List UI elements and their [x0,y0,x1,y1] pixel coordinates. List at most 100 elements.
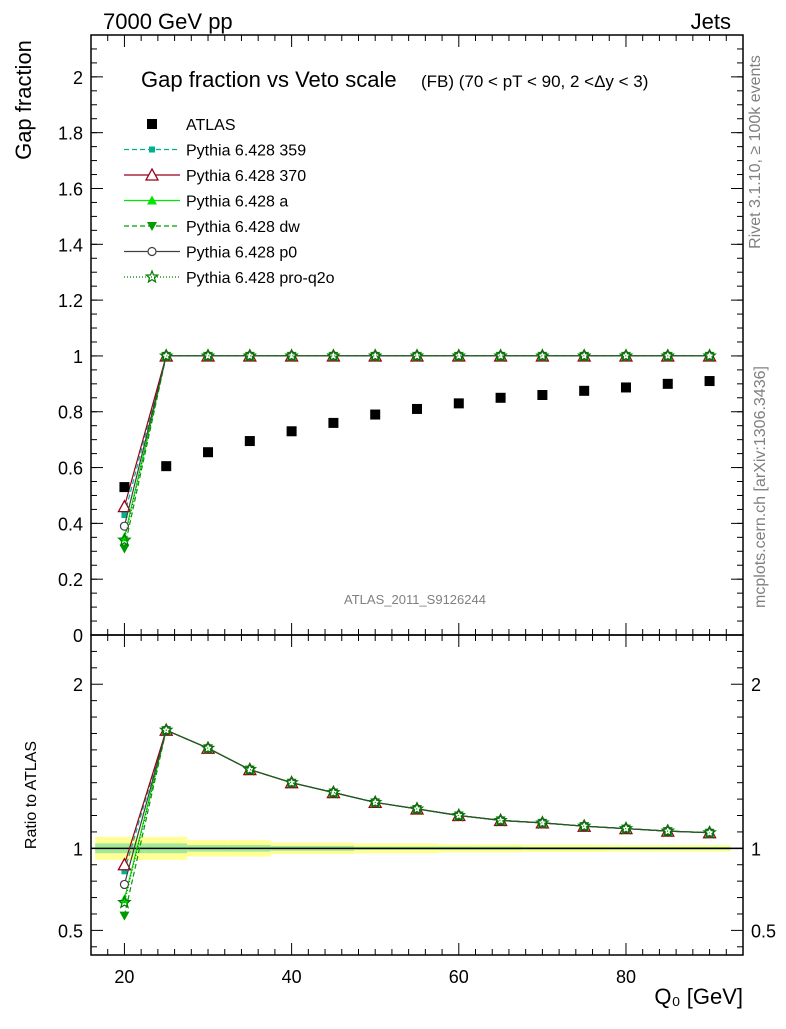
atlas-point [412,403,422,414]
atlas-point [286,426,297,437]
ratio-point-5 [242,761,258,776]
series-point-5 [242,348,258,363]
main-ytick-label: 1.2 [58,291,83,311]
main-ytick-label: 0.8 [58,403,83,423]
series-point-5 [535,348,550,363]
atlas-point [537,390,548,400]
ratio-line-2 [123,729,710,900]
main-ytick-label: 1 [73,347,83,367]
chart-subtitle: (FB) (70 < pT < 90, 2 <Δy < 3) [421,72,648,91]
main-ytick-label: 1.8 [58,124,83,144]
legend-marker-1 [144,167,160,181]
ratio-point-5 [284,775,299,789]
legend-marker-atlas [147,119,157,129]
series-point-0 [121,512,128,518]
ratio-point-5 [326,784,341,799]
atlas-point [704,376,715,387]
chart-title: Gap fraction vs Veto scale [141,67,397,92]
legend: ATLAS Pythia 6.428 359 Pythia 6.428 370 Pyt… [124,117,335,287]
series-point-4 [119,521,130,531]
series-line-0 [123,355,710,516]
main-ytick-label: 0.6 [58,459,83,479]
ratio-ytick-label-right: 1 [751,839,761,859]
atlas-point [662,378,673,389]
main-ytick-label: 2 [73,68,83,88]
series-point-5 [451,348,467,363]
main-ylabel: Gap fraction [11,40,36,160]
ratio-point-5 [158,722,174,737]
legend-label-0: Pythia 6.428 359 [186,143,306,160]
series-point-5 [409,348,425,363]
main-plot-area: 0 0.2 0.4 0.6 0.8 1 1.2 1.4 1.6 1.8 2 [58,34,744,646]
ratio-point-5 [702,825,717,839]
xtick-label: 60 [449,967,469,987]
ratio-point-5 [451,807,467,822]
atlas-point [119,482,130,493]
rivet-label: Rivet 3.1.10, ≥ 100k events [747,55,764,249]
series-line-4 [123,355,710,527]
ratio-point-5 [200,740,216,755]
legend-label-3: Pythia 6.428 dw [186,219,300,236]
legend-marker-5 [144,269,160,284]
ratio-point-4 [119,879,130,890]
header-right: Jets [691,9,731,34]
xtick-label: 40 [282,967,302,987]
atlas-point [161,461,172,472]
ratio-plot-area: 20 40 60 80 0.5 0.5 1 1 2 2 [58,634,776,987]
ratio-point-5 [367,794,383,809]
atlas-point [203,447,214,458]
main-ytick-label: 1.6 [58,179,83,199]
legend-label-2: Pythia 6.428 a [186,194,288,211]
atlas-point [495,392,506,403]
header-left: 7000 GeV pp [103,9,233,34]
mcplots-label: mcplots.cern.ch [arXiv:1306.3436] [752,366,769,608]
atlas-point [453,398,464,409]
series-point-5 [117,532,132,547]
xtick-label: 80 [616,967,636,987]
legend-marker-2 [147,195,157,205]
atlas-point [579,385,590,396]
ratio-point-5 [660,823,676,838]
series-point-5 [702,348,717,363]
ratio-point-3 [119,911,130,921]
series-point-5 [367,348,383,363]
x-axis-label: Q₀ [GeV] [654,984,743,1009]
ratio-ytick-label-left: 2 [73,675,83,695]
series-point-3 [119,544,130,554]
series-point-5 [618,348,634,363]
main-ytick-label: 1.4 [58,235,83,255]
series-point-5 [284,348,299,363]
ratio-point-0 [121,868,128,875]
ratio-ytick-label-right: 2 [751,675,761,695]
legend-label-5: Pythia 6.428 pro-q2o [186,270,335,287]
series-point-5 [576,348,592,363]
ratio-line-5 [123,729,710,903]
series-point-5 [660,348,676,363]
legend-marker-3 [147,222,157,231]
ratio-point-5 [117,894,132,909]
ratio-ylabel: Ratio to ATLAS [23,741,40,849]
series-point-5 [200,348,216,363]
ratio-point-5 [493,812,508,827]
legend-marker-4 [147,246,157,257]
series-point-5 [158,348,174,363]
legend-label-1: Pythia 6.428 370 [186,168,306,185]
legend-label-4: Pythia 6.428 p0 [186,245,297,262]
analysis-watermark: ATLAS_2011_S9126244 [344,592,486,607]
series-point-5 [493,348,508,363]
series-point-5 [326,348,341,363]
legend-marker-0 [149,146,155,153]
ratio-point-1 [117,857,132,871]
atlas-point [620,382,631,393]
ratio-point-5 [409,801,425,816]
ratio-point-5 [535,815,550,830]
ratio-line-3 [123,729,710,916]
atlas-point [370,409,381,420]
series-point-1 [117,499,132,513]
xtick-label: 20 [114,967,134,987]
ratio-ytick-label-right: 0.5 [751,921,776,941]
ratio-point-5 [618,820,634,835]
legend-label-atlas: ATLAS [186,117,236,134]
ratio-ytick-label-left: 0.5 [58,921,83,941]
